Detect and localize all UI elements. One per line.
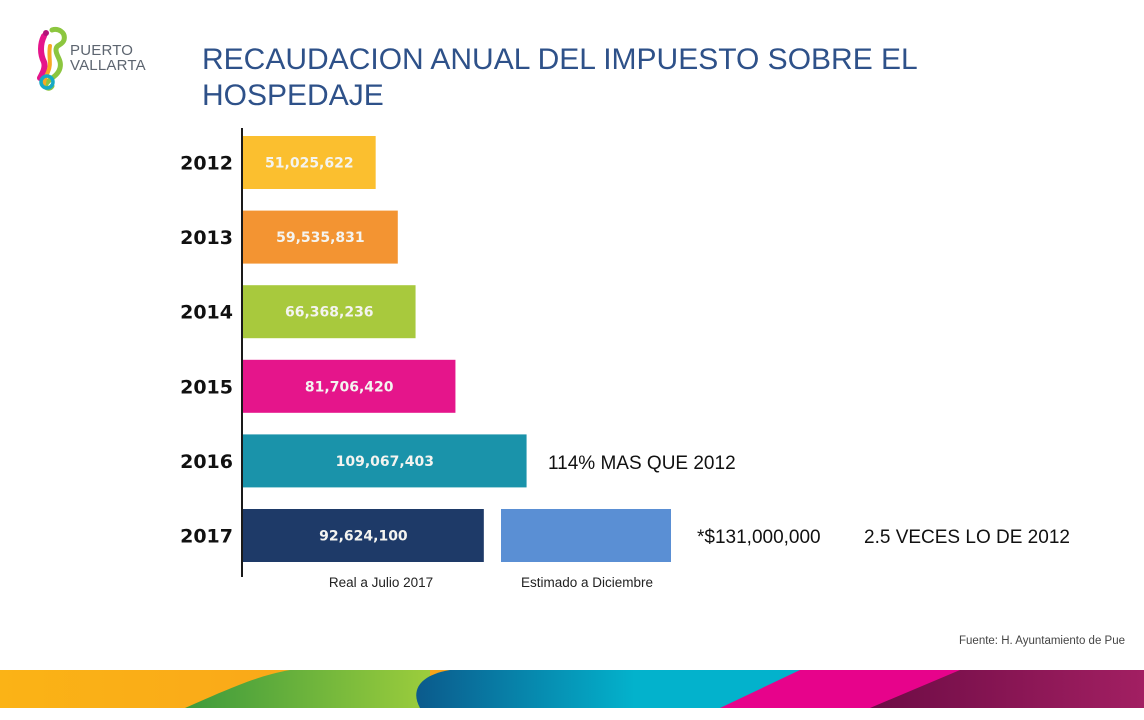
bar-value-label-2017: 92,624,100 (319, 529, 408, 545)
category-label-2013: 2013 (180, 227, 233, 249)
bar-2015 (243, 359, 456, 413)
title-line-1: RECAUDACION ANUAL DEL IMPUESTO SOBRE EL (202, 43, 918, 76)
bar-2016 (243, 434, 527, 488)
logo-text-line2: VALLARTA (70, 57, 146, 74)
source-note: Fuente: H. Ayuntamiento de Pue (959, 635, 1126, 647)
bar-2012 (243, 136, 376, 189)
bars-group: 51,025,622 2012 59,535,831 2013 66,368,236 20… (180, 136, 671, 562)
logo-text: PUERTO VALLARTA (70, 43, 146, 73)
page-title: RECAUDACION ANUAL DEL IMPUESTO SOBRE EL … (202, 42, 1102, 114)
seahorse-logo-icon (37, 27, 67, 91)
category-label-2017: 2017 (180, 526, 233, 548)
estimate-note: 2.5 VECES LO DE 2012 (864, 527, 1070, 548)
title-line-2: HOSPEDAJE (202, 79, 384, 112)
sub-label-estimated: Estimado a Diciembre (521, 575, 653, 590)
puerto-vallarta-logo: PUERTO VALLARTA (36, 26, 166, 92)
decorative-color-band (0, 670, 1144, 708)
bar-value-label-2012: 51,025,622 (265, 156, 354, 172)
category-label-2016: 2016 (180, 451, 233, 473)
bar-2014 (243, 285, 416, 339)
category-label-2014: 2014 (180, 302, 233, 324)
bar-2013 (243, 210, 398, 264)
estimate-value-label: *$131,000,000 (697, 527, 821, 548)
bar-value-label-2016: 109,067,403 (336, 454, 434, 470)
bar-value-label-2015: 81,706,420 (305, 379, 394, 395)
category-label-2012: 2012 (180, 153, 233, 175)
bar-value-label-2013: 59,535,831 (276, 230, 365, 246)
annotation-2016: 114% MAS QUE 2012 (548, 453, 736, 474)
logo-text-line1: PUERTO (70, 42, 134, 59)
bar-estimate-2017 (501, 509, 671, 562)
category-label-2015: 2015 (180, 376, 233, 398)
bar-2017 (243, 509, 484, 562)
bar-value-label-2014: 66,368,236 (285, 305, 374, 321)
sub-label-real: Real a Julio 2017 (329, 575, 433, 590)
